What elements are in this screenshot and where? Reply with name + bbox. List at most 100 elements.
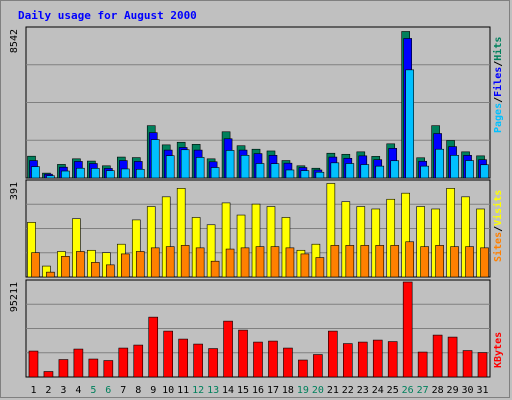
- bar-pages-day-18: [285, 169, 295, 179]
- bar-kbytes-day-22: [343, 343, 353, 378]
- bar-kbytes-day-7: [118, 347, 129, 378]
- day-label-30: 30: [462, 385, 474, 396]
- bar-sites-day-30: [465, 246, 474, 278]
- bar-pages-day-16: [255, 163, 265, 179]
- bar-pages-day-24: [375, 165, 385, 179]
- bar-kbytes-day-16: [253, 341, 263, 378]
- legend-entry: Pages: [493, 103, 504, 133]
- day-label-31: 31: [476, 385, 488, 396]
- bar-sites-day-8: [135, 251, 145, 278]
- bar-pages-day-6: [106, 170, 115, 179]
- bar-kbytes-day-14: [223, 320, 233, 378]
- bar-kbytes-day-29: [447, 336, 458, 378]
- bar-sites-day-1: [31, 252, 40, 278]
- bar-sites-day-22: [345, 245, 355, 278]
- bar-sites-day-31: [480, 247, 489, 278]
- bar-kbytes-day-30: [462, 350, 473, 378]
- bar-sites-day-27: [420, 246, 429, 278]
- day-label-23: 23: [357, 385, 369, 396]
- bar-pages-day-3: [61, 170, 70, 179]
- bar-pages-day-19: [300, 170, 310, 179]
- bar-pages-day-22: [345, 163, 355, 179]
- bar-kbytes-day-27: [417, 351, 428, 378]
- day-label-1: 1: [30, 385, 36, 396]
- bar-kbytes-day-9: [148, 316, 159, 378]
- day-label-7: 7: [120, 385, 126, 396]
- bar-kbytes-day-20: [313, 354, 323, 378]
- bar-pages-day-29: [450, 155, 459, 179]
- bar-pages-day-11: [180, 149, 190, 179]
- bar-sites-day-19: [300, 253, 310, 278]
- day-label-2: 2: [45, 385, 51, 396]
- bar-kbytes-day-5: [88, 358, 99, 378]
- day-label-26: 26: [402, 385, 414, 396]
- bar-kbytes-day-17: [268, 340, 278, 378]
- bar-sites-day-13: [210, 260, 220, 278]
- day-label-14: 14: [222, 385, 234, 396]
- bar-pages-day-31: [480, 164, 489, 179]
- bar-pages-day-2: [46, 175, 55, 179]
- bar-sites-day-3: [61, 256, 70, 278]
- legend-entry: /: [493, 61, 504, 67]
- day-label-11: 11: [177, 385, 189, 396]
- bar-sites-day-26: [405, 241, 414, 278]
- bar-kbytes-day-25: [387, 341, 398, 378]
- bar-pages-day-21: [330, 162, 340, 179]
- legend-entry: /: [493, 97, 504, 103]
- day-label-29: 29: [447, 385, 459, 396]
- bar-kbytes-day-10: [163, 330, 173, 378]
- bar-sites-day-5: [91, 262, 100, 278]
- bar-pages-day-20: [315, 171, 325, 179]
- panel-middle: 391 Sites/Visits: [9, 179, 504, 278]
- bar-sites-day-17: [270, 246, 280, 278]
- bar-sites-day-16: [255, 246, 265, 278]
- legend-middle: Sites/Visits: [492, 190, 504, 262]
- bar-sites-day-6: [106, 264, 115, 278]
- bar-sites-day-15: [240, 247, 250, 278]
- bar-pages-day-28: [435, 148, 444, 179]
- day-label-19: 19: [297, 385, 309, 396]
- day-label-9: 9: [150, 385, 156, 396]
- bar-sites-day-4: [76, 251, 85, 278]
- bar-kbytes-day-21: [328, 330, 338, 378]
- bar-pages-day-26: [405, 69, 414, 179]
- bar-pages-day-13: [210, 167, 220, 179]
- bar-kbytes-day-3: [58, 359, 69, 378]
- bar-pages-day-14: [225, 150, 235, 179]
- legend-entry: Files: [492, 67, 504, 97]
- bar-sites-day-28: [435, 245, 444, 278]
- chart-title: Daily usage for August 2000: [18, 9, 197, 22]
- bar-pages-day-5: [91, 168, 100, 179]
- ymax-label-middle: 391: [9, 182, 20, 200]
- bar-sites-day-9: [150, 247, 160, 278]
- day-label-3: 3: [60, 385, 66, 396]
- bar-pages-day-17: [270, 163, 280, 179]
- day-label-5: 5: [90, 385, 96, 396]
- day-label-20: 20: [312, 385, 324, 396]
- bar-sites-day-14: [225, 248, 235, 278]
- bar-sites-day-18: [285, 247, 295, 278]
- bar-sites-day-21: [330, 245, 340, 278]
- legend-top: Pages/Files/Hits: [492, 37, 504, 133]
- bar-kbytes-day-6: [103, 360, 114, 378]
- panel-bottom: 95211 KBytes: [9, 279, 504, 378]
- bar-kbytes-day-15: [238, 329, 248, 378]
- bar-pages-day-12: [195, 157, 205, 179]
- bar-kbytes-day-19: [298, 359, 308, 378]
- day-label-12: 12: [192, 385, 204, 396]
- bar-kbytes-day-24: [372, 339, 383, 378]
- bar-pages-day-7: [121, 168, 130, 179]
- bar-pages-day-1: [31, 166, 40, 179]
- bar-sites-day-20: [315, 257, 325, 278]
- day-label-16: 16: [252, 385, 264, 396]
- bar-sites-day-11: [180, 245, 190, 278]
- legend-entry: Hits: [492, 37, 504, 61]
- bar-kbytes-day-23: [357, 341, 368, 378]
- legend-entry: Sites: [492, 232, 504, 262]
- bar-kbytes-day-1: [28, 350, 39, 378]
- day-label-17: 17: [267, 385, 279, 396]
- day-label-15: 15: [237, 385, 249, 396]
- bar-pages-day-8: [135, 168, 145, 179]
